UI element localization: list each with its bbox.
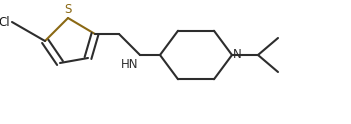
Text: N: N — [233, 48, 242, 62]
Text: HN: HN — [120, 58, 138, 71]
Text: S: S — [64, 3, 72, 16]
Text: Cl: Cl — [0, 16, 10, 29]
